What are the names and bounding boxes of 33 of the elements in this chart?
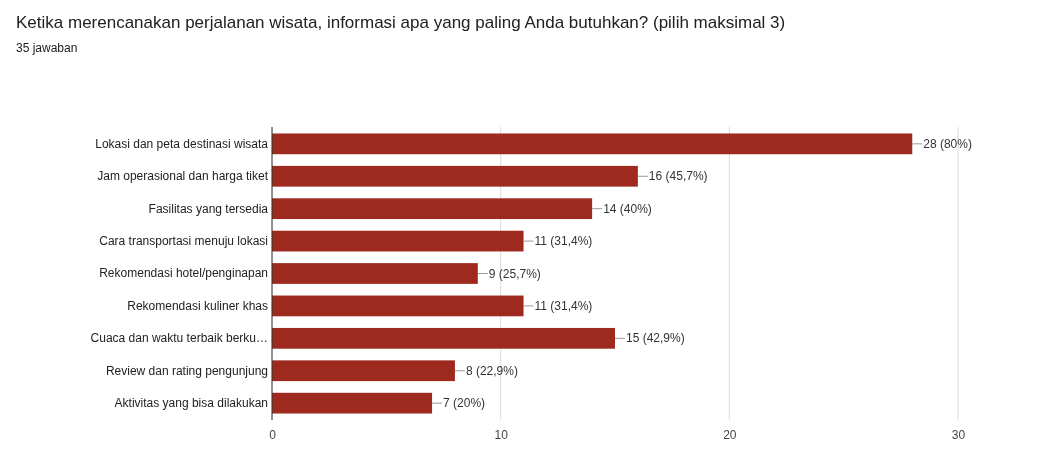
x-tick-label: 10 (494, 427, 509, 442)
y-tick-label: Fasilitas yang tersedia (148, 201, 269, 216)
bar (272, 198, 593, 220)
y-tick-label: Review dan rating pengunjung (105, 363, 268, 378)
x-tick-label: 20 (723, 427, 737, 442)
data-label: 16 (45,7%) (648, 169, 708, 184)
y-tick-label: Rekomendasi kuliner khas (127, 298, 268, 313)
bar (272, 230, 524, 252)
data-label: 8 (22,9%) (465, 363, 518, 378)
x-tick-label: 30 (951, 427, 966, 442)
data-label: 11 (31,4%) (534, 234, 593, 249)
data-label: 15 (42,9%) (626, 331, 685, 346)
y-tick-label: Aktivitas yang bisa dilakukan (114, 395, 268, 410)
y-tick-label: Cara transportasi menuju lokasi (99, 233, 268, 248)
data-label: 28 (80%) (923, 136, 972, 151)
bar (272, 360, 455, 382)
data-label: 7 (20%) (443, 396, 486, 411)
data-label: 11 (31,4%) (534, 298, 593, 313)
x-tick-label: 0 (269, 427, 277, 442)
data-label: 9 (25,7%) (488, 266, 541, 281)
bar (272, 165, 638, 187)
bar (272, 295, 524, 317)
y-tick-label: Lokasi dan peta destinasi wisata (95, 136, 269, 151)
bar (272, 133, 913, 155)
bar (272, 392, 433, 414)
data-label: 14 (40%) (603, 201, 652, 216)
y-tick-label: Jam operasional dan harga tiket (97, 169, 269, 184)
text: 35 jawaban (16, 41, 78, 55)
y-tick-label: Rekomendasi hotel/penginapan (99, 266, 268, 281)
bar (272, 263, 478, 284)
chart-title: Ketika merencanakan perjalanan wisata, informasi apa yang paling Anda butuhkan? (pilih maksimal 3) (16, 13, 786, 32)
bar (272, 327, 615, 349)
y-tick-label: Cuaca dan waktu terbaik berku… (90, 331, 268, 346)
